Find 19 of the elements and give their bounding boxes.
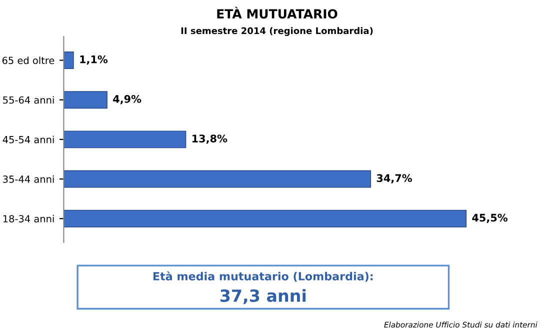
data-label: 13,8%: [192, 134, 228, 144]
bar: [64, 170, 372, 188]
y-tick-label: 35-44 anni: [3, 175, 54, 183]
data-label: 4,9%: [113, 95, 142, 104]
bar: [64, 130, 186, 148]
y-tick-label: 55-64 anni: [3, 96, 54, 104]
data-label: 1,1%: [80, 55, 108, 65]
data-label: 45,5%: [472, 214, 508, 223]
y-tick-label: 18-34 anni: [3, 214, 54, 222]
text: 37,3 anni: [220, 289, 306, 304]
chart-title: ETÀ MUTUATARIO: [217, 6, 338, 19]
data-label: 34,7%: [376, 174, 412, 184]
y-tick-label: 65 ed oltre: [2, 56, 54, 64]
chart-subtitle: II semestre 2014 (regione Lombardia): [181, 27, 373, 36]
text: Età media mutuatario (Lombardia):: [153, 271, 373, 282]
y-tick-label: 45-54 anni: [2, 136, 54, 144]
bar: [64, 52, 74, 70]
bar: [64, 210, 467, 228]
bar: [64, 91, 108, 109]
